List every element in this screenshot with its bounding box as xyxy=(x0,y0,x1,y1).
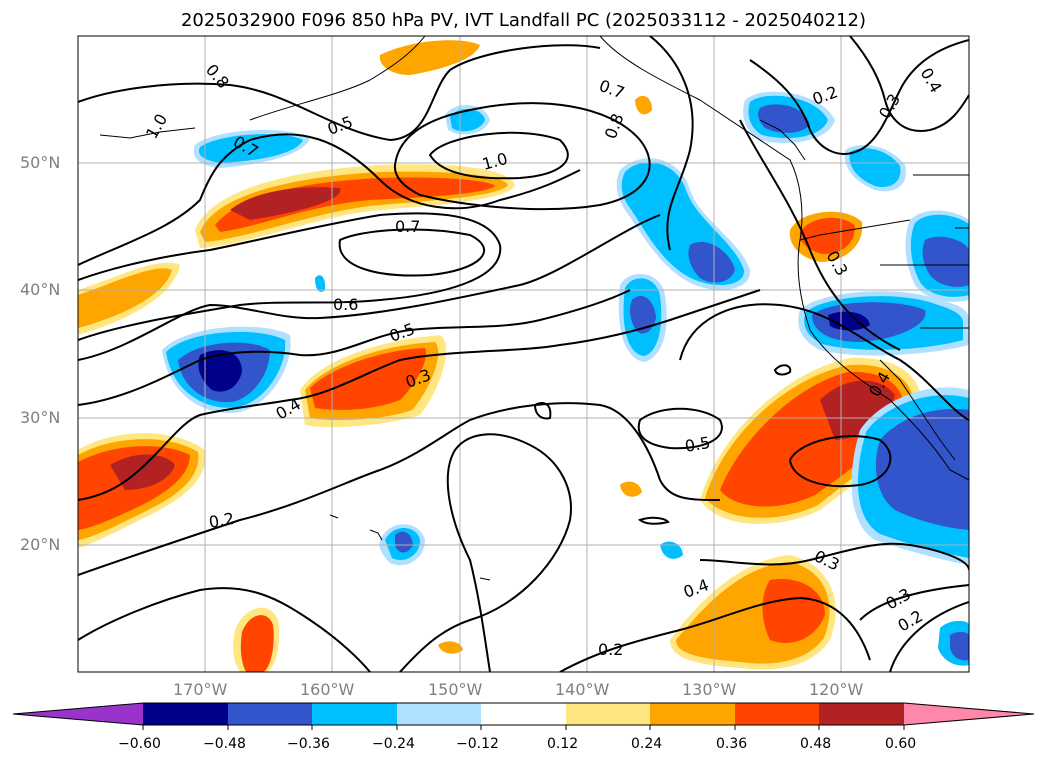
contour-label: 0.2 xyxy=(598,640,623,659)
colorbar-segment xyxy=(397,703,481,725)
colorbar-tick-label: −0.60 xyxy=(118,736,161,752)
colorbar-segment xyxy=(312,703,397,725)
colorbar-segment xyxy=(735,703,819,725)
lon-label: 140°W xyxy=(555,680,610,699)
lat-label: 40°N xyxy=(20,280,61,299)
coastlines xyxy=(99,36,969,581)
contour-label: 0.5 xyxy=(683,433,711,456)
colorbar-segment xyxy=(566,703,650,725)
colorbar-tick-label: 0.12 xyxy=(547,736,579,752)
lon-label: 130°W xyxy=(682,680,737,699)
lat-label: 20°N xyxy=(20,535,61,554)
lat-label: 50°N xyxy=(20,153,61,172)
contour-label: 0.6 xyxy=(333,295,358,314)
colorbar-tick-label: −0.12 xyxy=(456,736,499,752)
contour-label: 0.2 xyxy=(207,509,235,532)
colorbar-tick-label: 0.36 xyxy=(716,736,748,752)
colorbar-under-arrow xyxy=(13,703,143,725)
plot-frame xyxy=(77,35,970,673)
colorbar-tick-label: 0.48 xyxy=(800,736,832,752)
map-title: 2025032900 F096 850 hPa PV, IVT Landfall… xyxy=(180,10,867,31)
graticule xyxy=(78,36,969,672)
colorbar-tick-label: −0.24 xyxy=(372,736,415,752)
colorbar-segment xyxy=(228,703,312,725)
colorbar-over-arrow xyxy=(904,703,1034,725)
colorbar-tick-label: 0.24 xyxy=(631,736,663,752)
colorbar-segment xyxy=(819,703,904,725)
lon-label: 160°W xyxy=(300,680,355,699)
lat-label: 30°N xyxy=(20,408,61,427)
colorbar-tick-label: −0.48 xyxy=(203,736,246,752)
colorbar-segment xyxy=(143,703,228,725)
contour-label: 0.7 xyxy=(395,217,420,236)
lon-label: 120°W xyxy=(809,680,864,699)
colorbar-tick-label: −0.36 xyxy=(287,736,330,752)
colorbar-segment xyxy=(650,703,735,725)
colorbar-tick-label: 0.60 xyxy=(885,736,917,752)
colorbar xyxy=(12,702,1035,730)
pv-contours xyxy=(78,36,969,672)
lon-label: 170°W xyxy=(173,680,228,699)
colorbar-segment xyxy=(481,703,566,725)
lon-label: 150°W xyxy=(428,680,483,699)
shaded-field xyxy=(78,36,969,672)
